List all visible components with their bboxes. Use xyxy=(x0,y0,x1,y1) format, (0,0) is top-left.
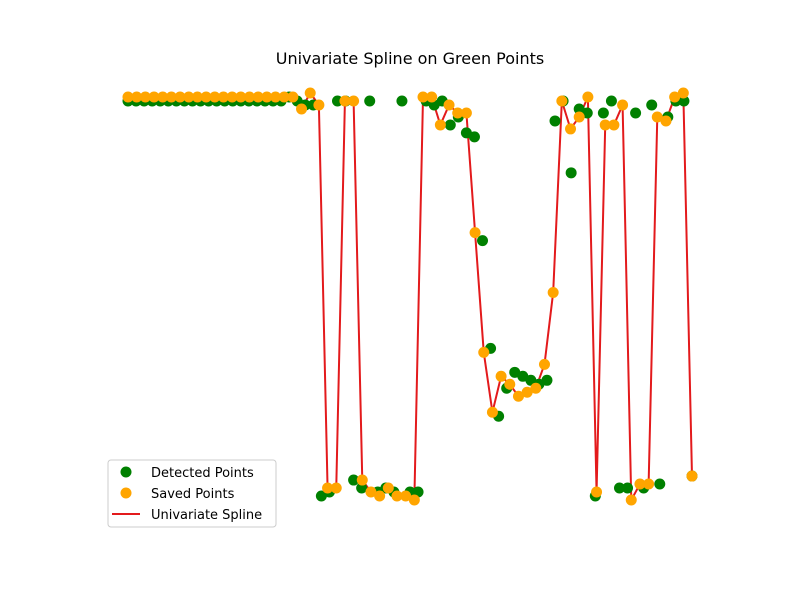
legend-label-spline: Univariate Spline xyxy=(151,508,262,523)
saved-point xyxy=(217,91,229,103)
saved-point xyxy=(677,87,689,99)
detected-point xyxy=(678,95,690,107)
saved-point xyxy=(174,91,186,103)
saved-point xyxy=(556,95,568,107)
saved-point xyxy=(643,478,655,490)
saved-point xyxy=(374,490,386,502)
legend-box xyxy=(107,459,277,528)
saved-point xyxy=(296,103,308,115)
saved-point xyxy=(538,358,550,370)
saved-point xyxy=(209,91,221,103)
saved-point xyxy=(417,91,429,103)
saved-point xyxy=(313,99,325,111)
saved-point xyxy=(504,378,516,390)
detected-point xyxy=(597,107,609,119)
saved-point xyxy=(391,490,403,502)
saved-point xyxy=(686,470,698,482)
saved-point xyxy=(261,91,273,103)
detected-point xyxy=(356,482,368,494)
detected-point xyxy=(348,474,360,486)
detected-point xyxy=(396,95,408,107)
detected-point xyxy=(364,95,376,107)
detected-point xyxy=(468,131,480,143)
detected-point xyxy=(646,99,658,111)
saved-point xyxy=(512,390,524,402)
saved-point xyxy=(443,99,455,111)
saved-point xyxy=(660,115,672,127)
saved-point xyxy=(651,111,663,123)
detected-point xyxy=(630,107,642,119)
saved-point xyxy=(434,119,446,131)
saved-point xyxy=(486,406,498,418)
saved-point xyxy=(278,91,290,103)
saved-point xyxy=(304,87,316,99)
detected-point xyxy=(613,482,625,494)
saved-point xyxy=(139,91,151,103)
legend-marker-detected xyxy=(120,466,132,478)
saved-point xyxy=(669,91,681,103)
saved-point xyxy=(565,123,577,135)
detected-points-layer xyxy=(122,91,698,502)
detected-point xyxy=(549,115,561,127)
saved-point xyxy=(478,346,490,358)
spline-line-layer xyxy=(128,92,693,501)
saved-point xyxy=(131,91,143,103)
saved-point xyxy=(157,91,169,103)
saved-point xyxy=(495,370,507,382)
saved-point xyxy=(599,119,611,131)
saved-points-layer xyxy=(122,87,698,506)
legend-label-saved: Saved Points xyxy=(151,487,235,502)
saved-point xyxy=(330,482,342,494)
saved-point xyxy=(235,91,247,103)
saved-point xyxy=(252,91,264,103)
saved-point xyxy=(287,91,299,103)
spline-line xyxy=(128,92,693,501)
saved-point xyxy=(608,119,620,131)
saved-point xyxy=(183,91,195,103)
saved-point xyxy=(634,478,646,490)
saved-point xyxy=(426,91,438,103)
detected-point xyxy=(541,374,553,386)
saved-point xyxy=(591,486,603,498)
saved-point xyxy=(400,490,412,502)
saved-point xyxy=(339,95,351,107)
saved-point xyxy=(469,227,481,239)
saved-point xyxy=(408,494,420,506)
saved-point xyxy=(582,91,594,103)
saved-point xyxy=(617,99,629,111)
detected-point xyxy=(565,167,577,179)
saved-point xyxy=(452,107,464,119)
saved-point xyxy=(243,91,255,103)
saved-point xyxy=(191,91,203,103)
detected-point xyxy=(605,95,617,107)
saved-point xyxy=(148,91,160,103)
saved-point xyxy=(573,111,585,123)
saved-point xyxy=(322,482,334,494)
detected-point xyxy=(444,119,456,131)
detected-point xyxy=(654,478,666,490)
saved-point xyxy=(460,107,472,119)
saved-point xyxy=(356,474,368,486)
detected-point xyxy=(622,482,634,494)
saved-point xyxy=(530,382,542,394)
saved-point xyxy=(382,482,394,494)
saved-point xyxy=(547,287,559,299)
saved-point xyxy=(365,486,377,498)
chart-title: Univariate Spline on Green Points xyxy=(276,49,545,68)
saved-point xyxy=(270,91,282,103)
saved-point xyxy=(122,91,134,103)
legend-marker-saved xyxy=(120,487,132,499)
saved-point xyxy=(521,386,533,398)
legend-label-detected: Detected Points xyxy=(151,466,254,481)
legend: Detected Points Saved Points Univariate … xyxy=(107,459,277,528)
saved-point xyxy=(348,95,360,107)
saved-point xyxy=(625,494,637,506)
detected-point xyxy=(477,235,489,247)
saved-point xyxy=(200,91,212,103)
saved-point xyxy=(226,91,238,103)
saved-point xyxy=(165,91,177,103)
